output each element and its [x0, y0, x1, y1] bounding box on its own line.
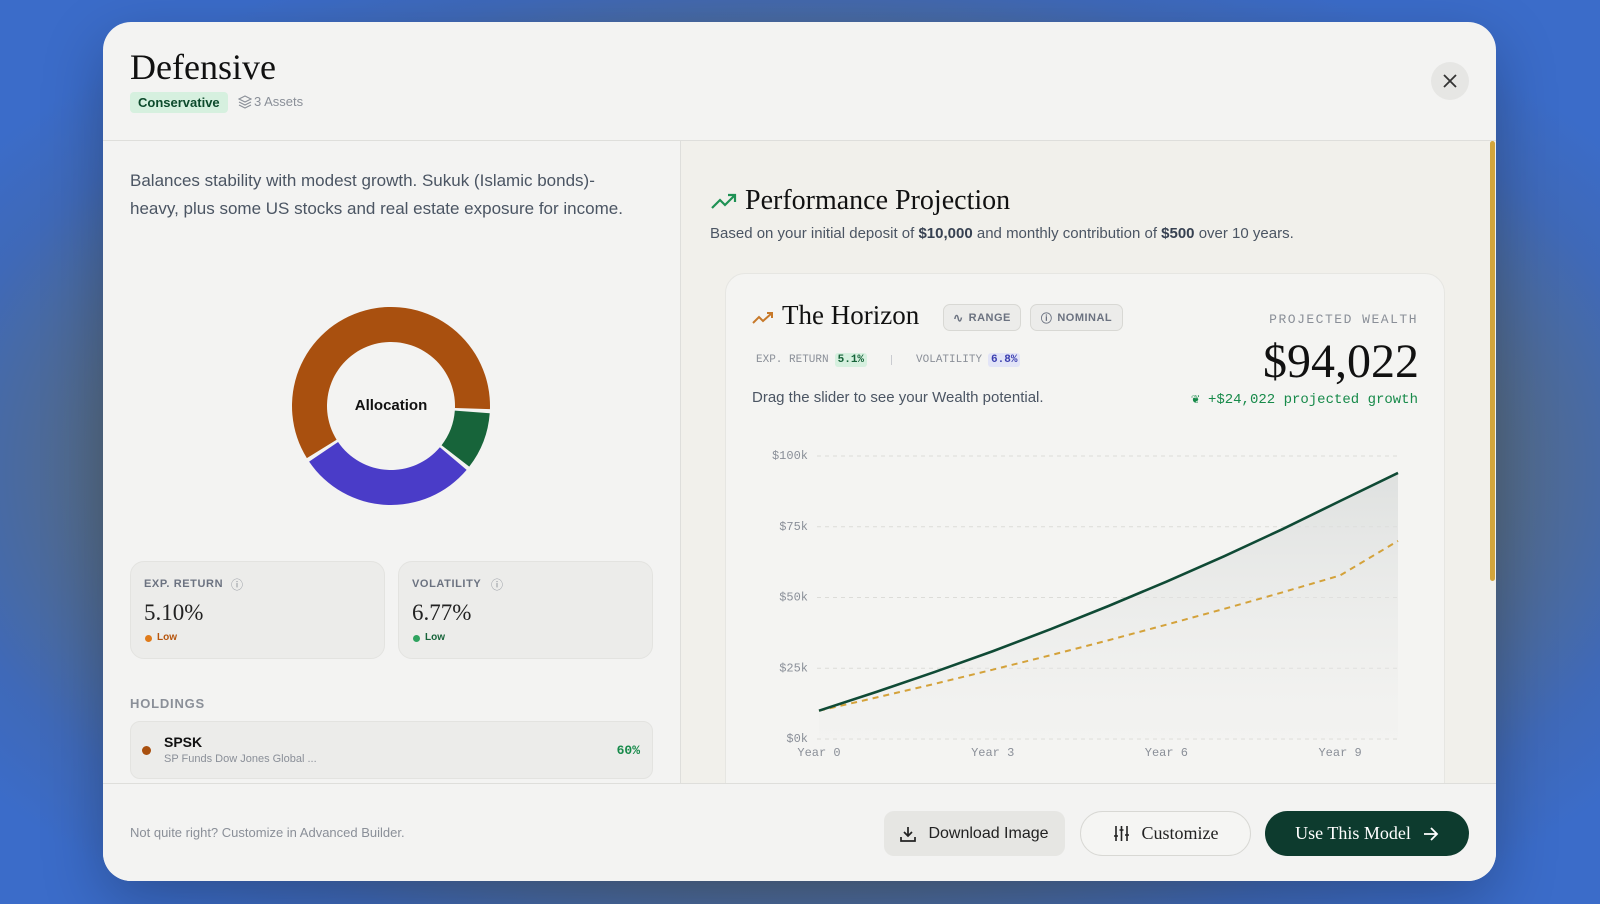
- nominal-tag[interactable]: ⓘ NOMINAL: [1030, 304, 1123, 331]
- donut-segment: [292, 307, 490, 459]
- subtitle-contribution: $500: [1161, 225, 1195, 242]
- x-tick-label: Year 3: [971, 746, 1014, 760]
- arrow-icon: [1423, 826, 1439, 841]
- model-title: Defensive: [130, 47, 276, 87]
- donut-label: Allocation: [355, 397, 428, 414]
- button-label: Customize: [1141, 823, 1219, 843]
- metric-value: 6.77%: [412, 600, 472, 625]
- trend-icon: [752, 312, 773, 324]
- growth-text: ❦ +$24,022 projected growth: [1191, 391, 1418, 408]
- info-icon: ⓘ: [1040, 312, 1053, 325]
- donut-segment: [441, 410, 490, 467]
- horizon-card: The Horizon ∿ RANGE ⓘ NOMINAL EXP. RETURN …: [725, 273, 1445, 783]
- holding-name: SP Funds Dow Jones Global ...: [164, 753, 317, 765]
- button-label: Download Image: [928, 824, 1049, 842]
- subtitle-text: Based on your initial deposit of: [710, 225, 919, 242]
- level-dot: [145, 635, 152, 642]
- donut-segment: [309, 441, 467, 506]
- slider-hint: Drag the slider to see your Wealth poten…: [752, 389, 1044, 406]
- footer: Not quite right? Customize in Advanced B…: [103, 783, 1496, 881]
- use-model-button[interactable]: Use This Model: [1265, 811, 1469, 856]
- metric-label: EXP. RETURN: [144, 578, 224, 590]
- close-icon: [1443, 74, 1457, 88]
- metric-level: Low: [425, 632, 445, 643]
- footer-note: Not quite right? Customize in Advanced B…: [130, 825, 405, 840]
- x-tick-label: Year 6: [1145, 746, 1188, 760]
- y-tick-label: $100k: [772, 449, 808, 463]
- stats-row: EXP. RETURN 5.1% VOLATILITY 6.8%: [756, 353, 1021, 367]
- y-tick-label: $0k: [786, 732, 808, 746]
- range-tag[interactable]: ∿ RANGE: [943, 304, 1021, 331]
- x-tick-label: Year 9: [1318, 746, 1361, 760]
- metric-level: Low: [157, 632, 177, 643]
- allocation-donut: Allocation: [292, 307, 490, 506]
- tag-label: RANGE: [968, 311, 1011, 324]
- y-tick-label: $75k: [779, 520, 808, 534]
- customize-button[interactable]: Customize: [1080, 811, 1251, 856]
- metric-label: VOLATILITY: [412, 578, 482, 590]
- tag-label: NOMINAL: [1057, 311, 1113, 324]
- left-panel: Balances stability with modest growth. S…: [103, 141, 681, 783]
- subtitle-text: over 10 years.: [1194, 225, 1294, 242]
- series-line: [818, 471, 1399, 712]
- series-line: [818, 540, 1399, 712]
- info-icon: ⓘ: [231, 578, 244, 592]
- stat-label: VOLATILITY: [916, 354, 983, 366]
- pulse-icon: ∿: [953, 310, 964, 325]
- close-button[interactable]: [1431, 62, 1469, 100]
- layers-icon: [238, 95, 252, 109]
- right-panel: Performance Projection Based on your ini…: [681, 141, 1496, 783]
- y-tick-label: $50k: [779, 591, 808, 605]
- stat-label: EXP. RETURN: [756, 354, 829, 366]
- metric-card: EXP. RETURN ⓘ 5.10% Low: [130, 561, 385, 659]
- risk-badge: Conservative: [130, 92, 228, 113]
- description: Balances stability with modest growth. S…: [130, 171, 623, 218]
- modal: Defensive Conservative 3 Assets Balances…: [103, 22, 1496, 881]
- stat-value: 5.1%: [834, 353, 868, 367]
- scrollbar[interactable]: [1490, 141, 1495, 581]
- horizon-title: The Horizon: [782, 300, 920, 330]
- stat-value: 6.8%: [988, 353, 1021, 367]
- y-tick-label: $25k: [779, 661, 808, 675]
- projection-title: Performance Projection: [745, 185, 1011, 216]
- holding-dot: [142, 746, 151, 755]
- holding-ticker: SPSK: [164, 734, 203, 750]
- download-icon: [900, 826, 917, 842]
- sliders-icon: [1113, 826, 1129, 841]
- wealth-label: PROJECTED WEALTH: [1269, 312, 1418, 327]
- divider: [103, 140, 1496, 141]
- metric-value: 5.10%: [144, 600, 204, 625]
- info-icon: ⓘ: [491, 578, 504, 592]
- subtitle-text: and monthly contribution of: [972, 225, 1162, 242]
- asset-count: 3 Assets: [254, 94, 304, 109]
- separator: [891, 355, 893, 365]
- download-button[interactable]: Download Image: [884, 811, 1065, 856]
- holding-row[interactable]: SPSK SP Funds Dow Jones Global ... 60%: [130, 721, 653, 779]
- holding-weight: 60%: [616, 743, 640, 758]
- trend-icon: [711, 193, 737, 209]
- level-dot: [413, 635, 420, 642]
- growth-value: +$24,022 projected growth: [1207, 392, 1418, 408]
- projection-chart: $0k $25k $50k $75k $100k Year 0 Year 3 Year 6 Ye…: [772, 449, 1399, 760]
- holdings-title: HOLDINGS: [130, 696, 206, 711]
- projection-subtitle: Based on your initial deposit of $10,000…: [710, 225, 1294, 242]
- metric-card: VOLATILITY ⓘ 6.77% Low: [398, 561, 653, 659]
- x-tick-label: Year 0: [797, 746, 840, 760]
- subtitle-deposit: $10,000: [918, 225, 973, 242]
- wealth-value: $94,022: [1263, 335, 1419, 388]
- leaf-icon: ❦: [1191, 392, 1208, 408]
- button-label: Use This Model: [1295, 823, 1411, 843]
